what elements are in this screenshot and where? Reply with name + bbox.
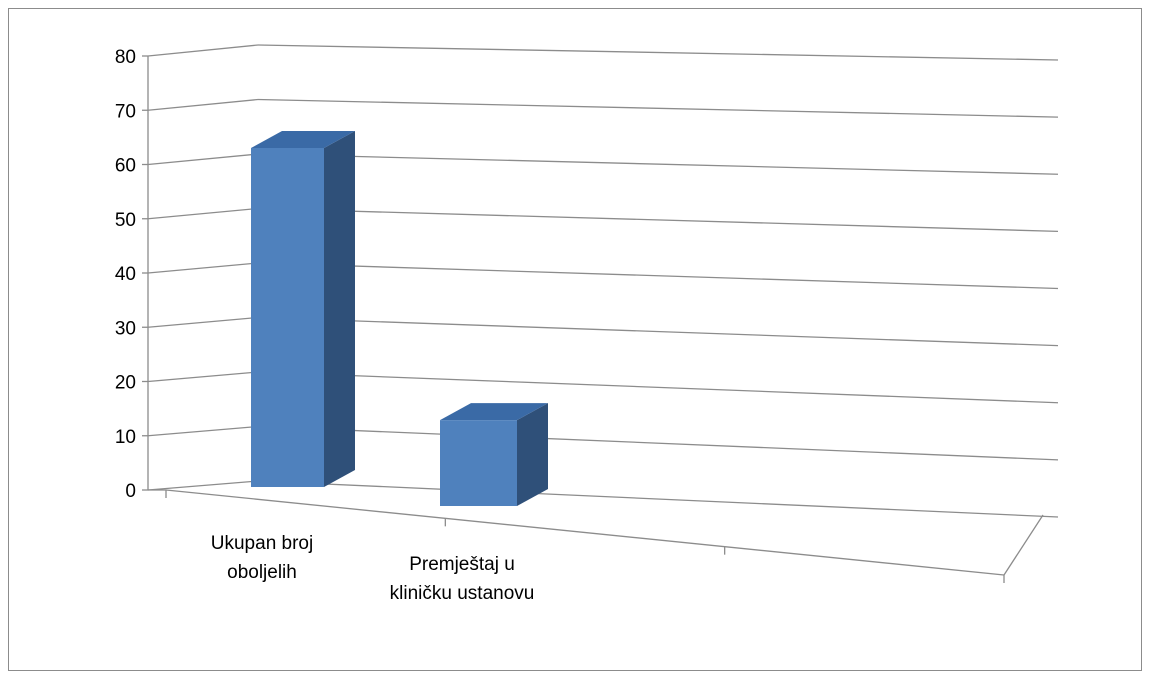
x-axis-line	[165, 489, 1005, 576]
floor-right-edge	[1003, 514, 1044, 576]
y-tick-label-30: 30	[115, 318, 136, 339]
gridline-back-50	[257, 207, 1059, 233]
bar-1	[440, 420, 517, 506]
x-tick-label-1-line-0: Premještaj u	[409, 554, 515, 575]
gridline-side-20	[147, 371, 259, 383]
y-tick-label-80: 80	[115, 47, 136, 68]
gridline-side-60	[147, 153, 259, 166]
x-tick-label-0-line-1: oboljelih	[227, 562, 297, 583]
side-wall-base	[147, 480, 259, 491]
x-tick-label-0-line-0: Ukupan broj	[211, 533, 313, 554]
bar-top-1	[440, 403, 548, 421]
gridline-side-70	[147, 98, 259, 111]
gridline-back-40	[257, 262, 1059, 290]
y-tick-label-40: 40	[115, 264, 136, 285]
gridlines	[147, 44, 1059, 461]
chart-frame	[8, 8, 1142, 671]
y-tick-label-50: 50	[115, 210, 136, 231]
gridline-side-40	[147, 262, 259, 274]
y-tick-label-70: 70	[115, 101, 136, 122]
bar-side-1	[517, 403, 548, 506]
bar-top-0	[251, 131, 355, 149]
labels: 0 10 20 30 40 50 60 70 80 Ukupan broj oboljelih Pre…	[115, 47, 534, 604]
y-tick-label-0: 0	[125, 481, 136, 502]
gridline-side-50	[147, 207, 259, 220]
y-tick-label-60: 60	[115, 156, 136, 177]
y-tick-label-10: 10	[115, 427, 136, 448]
gridline-back-10	[257, 425, 1059, 461]
bar-side-0	[324, 131, 355, 487]
x-tick-label-0: Ukupan broj oboljelih	[211, 533, 313, 583]
gridline-back-30	[257, 316, 1059, 347]
gridline-side-80	[147, 44, 259, 57]
gridline-back-60	[257, 153, 1059, 175]
gridline-side-30	[147, 316, 259, 328]
bar-0	[251, 148, 324, 487]
gridline-back-80	[257, 44, 1059, 61]
bars	[251, 131, 548, 506]
gridline-back-20	[257, 371, 1059, 404]
back-wall-base	[257, 480, 1059, 518]
x-tick-label-1-line-1: kliničku ustanovu	[390, 583, 535, 604]
y-tick-label-20: 20	[115, 373, 136, 394]
gridline-back-70	[257, 98, 1059, 118]
gridline-side-10	[147, 425, 259, 437]
x-tick-label-1: Premještaj u kliničku ustanovu	[390, 554, 535, 604]
axes	[142, 55, 1059, 583]
